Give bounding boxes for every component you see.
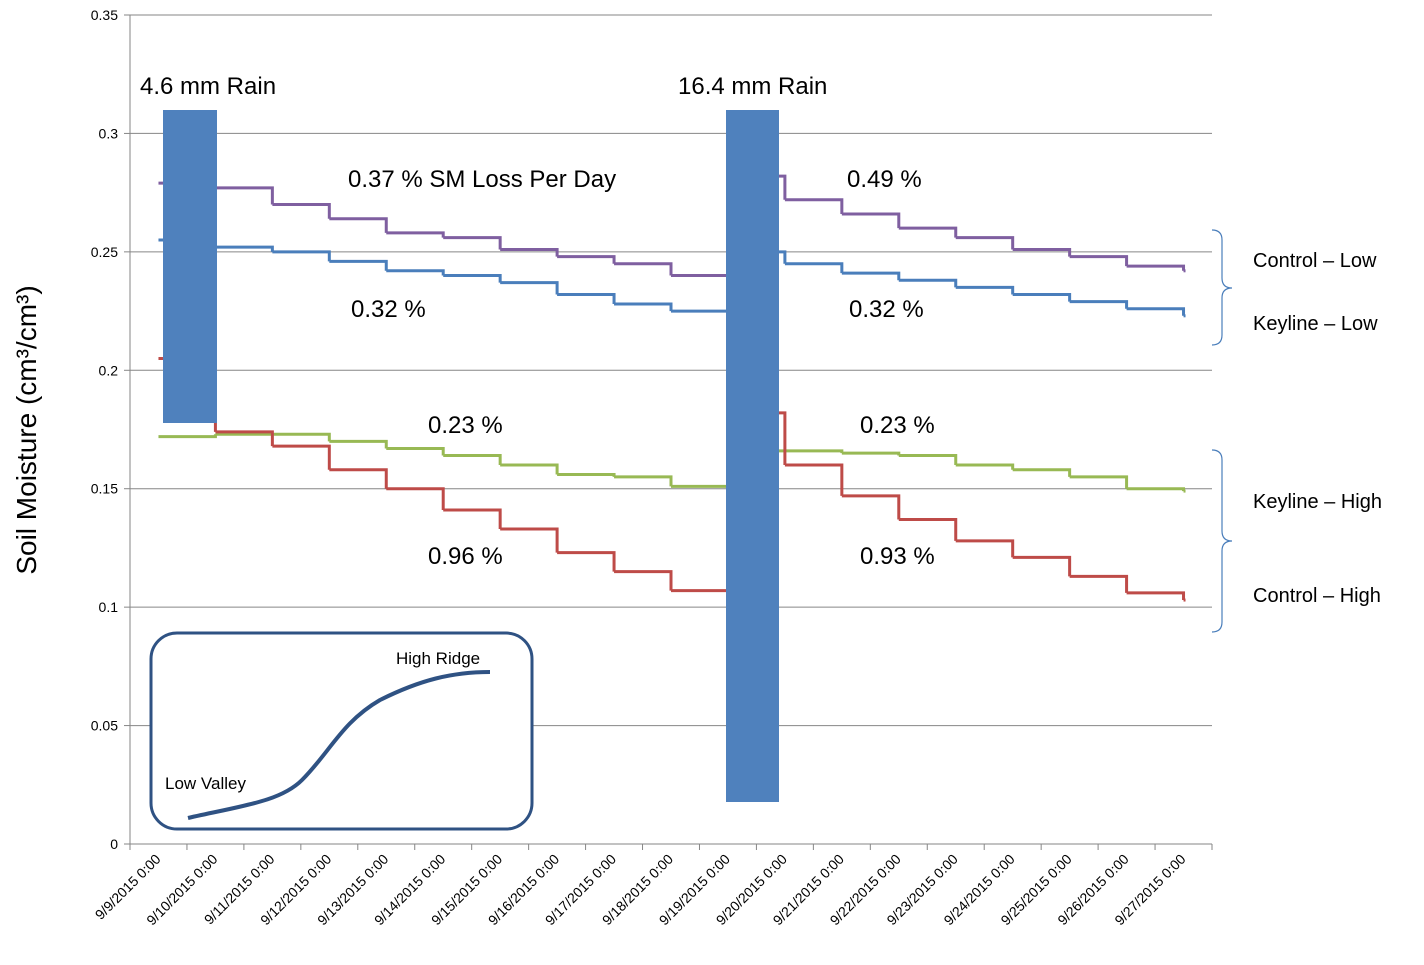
step-segment xyxy=(272,434,329,441)
step-segment xyxy=(842,273,899,280)
rain-bar xyxy=(726,110,779,802)
y-tick-label: 0 xyxy=(110,836,118,852)
step-segment xyxy=(842,453,899,455)
step-segment xyxy=(899,520,956,541)
annotation: 0.32 % xyxy=(351,296,426,323)
step-segment xyxy=(1013,249,1070,256)
step-segment xyxy=(329,441,386,448)
legend-label: Keyline – High xyxy=(1253,491,1382,513)
step-segment xyxy=(785,264,842,273)
step-segment xyxy=(158,434,215,436)
step-segment xyxy=(671,252,728,311)
step-segment xyxy=(443,510,500,529)
annotation: 0.93 % xyxy=(860,543,935,570)
annotation: 0.23 % xyxy=(428,412,503,439)
legend-bracket xyxy=(1212,450,1232,632)
y-tick-label: 0.05 xyxy=(91,718,118,734)
annotation: 0.37 % SM Loss Per Day xyxy=(348,166,616,193)
step-segment xyxy=(1070,477,1127,489)
step-segment xyxy=(272,446,329,470)
step-segment xyxy=(1127,489,1184,491)
inset-label: Low Valley xyxy=(165,774,246,793)
legend-label: Keyline – Low xyxy=(1253,313,1378,335)
step-segment xyxy=(557,294,614,303)
step-segment xyxy=(557,553,614,572)
step-segment xyxy=(899,280,956,287)
step-segment xyxy=(785,451,842,453)
step-segment xyxy=(956,287,1013,294)
step-segment xyxy=(443,238,500,250)
step-segment xyxy=(1070,576,1127,593)
step-segment xyxy=(500,249,557,256)
step-segment xyxy=(1070,302,1127,309)
step-segment xyxy=(443,276,500,283)
annotation: 0.96 % xyxy=(428,543,503,570)
step-segment xyxy=(272,252,329,261)
step-segment xyxy=(785,200,842,214)
step-segment xyxy=(671,176,728,275)
step-segment xyxy=(1127,309,1184,316)
y-tick-label: 0.35 xyxy=(91,7,118,23)
step-segment xyxy=(500,283,557,295)
rain-bar xyxy=(163,110,217,423)
legend-label: Control – High xyxy=(1253,585,1381,607)
step-segment xyxy=(614,304,671,311)
step-segment xyxy=(1127,593,1184,600)
y-tick-label: 0.25 xyxy=(91,244,118,260)
y-tick-label: 0.2 xyxy=(99,362,119,378)
step-segment xyxy=(329,261,386,270)
step-segment xyxy=(614,264,671,276)
y-tick-label: 0.15 xyxy=(91,481,118,497)
step-segment xyxy=(1127,266,1184,271)
step-segment xyxy=(500,529,557,553)
annotation: 16.4 mm Rain xyxy=(678,73,827,100)
step-segment xyxy=(614,477,671,486)
annotation: 0.23 % xyxy=(860,412,935,439)
annotation: 0.32 % xyxy=(849,296,924,323)
step-segment xyxy=(785,465,842,496)
step-segment xyxy=(386,271,443,276)
step-segment xyxy=(899,228,956,237)
step-segment xyxy=(215,188,272,205)
step-segment xyxy=(329,470,386,489)
step-segment xyxy=(557,475,614,477)
step-segment xyxy=(386,233,443,238)
step-segment xyxy=(1070,257,1127,266)
y-tick-label: 0.3 xyxy=(99,125,119,141)
step-segment xyxy=(557,257,614,264)
step-segment xyxy=(1013,470,1070,477)
step-segment xyxy=(842,496,899,520)
step-segment xyxy=(956,238,1013,250)
inset-label: High Ridge xyxy=(396,649,480,668)
step-segment xyxy=(1013,557,1070,576)
step-segment xyxy=(956,541,1013,558)
step-segment xyxy=(329,219,386,233)
step-segment xyxy=(899,456,956,465)
annotation: 4.6 mm Rain xyxy=(140,73,276,100)
legend-bracket xyxy=(1212,230,1232,345)
step-segment xyxy=(1013,294,1070,301)
step-segment xyxy=(842,214,899,228)
step-segment xyxy=(671,451,728,487)
step-segment xyxy=(671,413,728,591)
y-tick-label: 0.1 xyxy=(99,599,119,615)
annotation: 0.49 % xyxy=(847,166,922,193)
legend-label: Control – Low xyxy=(1253,250,1377,272)
step-segment xyxy=(614,572,671,591)
step-segment xyxy=(443,456,500,465)
step-segment xyxy=(215,247,272,252)
step-segment xyxy=(500,465,557,474)
step-segment xyxy=(272,204,329,218)
chart: 00.050.10.150.20.250.30.359/9/2015 0:009… xyxy=(0,0,1424,965)
y-axis-label: Soil Moisture (cm³/cm³) xyxy=(11,285,42,574)
step-segment xyxy=(956,465,1013,470)
step-segment xyxy=(386,448,443,455)
step-segment xyxy=(386,489,443,510)
